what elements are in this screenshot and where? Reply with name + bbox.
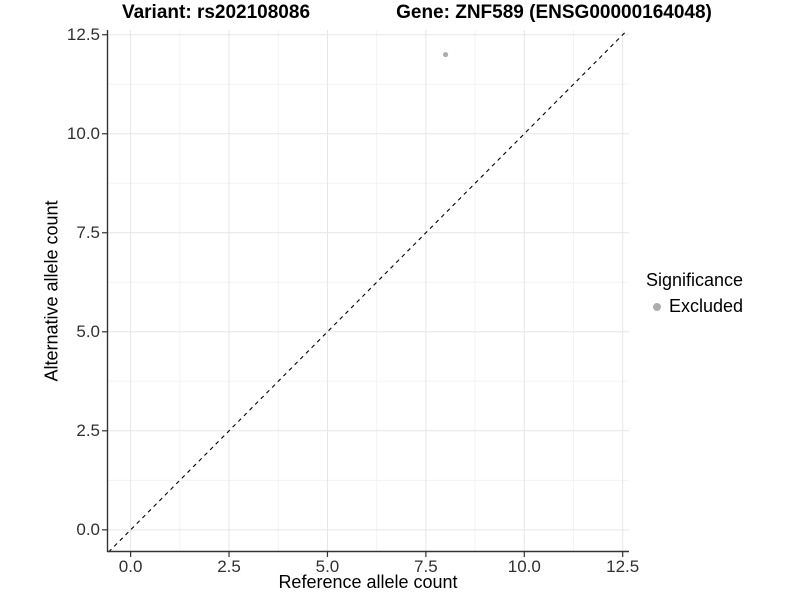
y-tick-label: 7.5: [76, 222, 100, 242]
x-tick-label: 0.0: [118, 557, 143, 576]
identity-line: [108, 29, 628, 553]
legend-marker-circle-icon: [653, 302, 661, 311]
y-tick-label: 10.0: [66, 123, 100, 143]
legend-item: Excluded: [646, 296, 743, 317]
legend-item-label: Excluded: [669, 296, 744, 316]
x-tick-label: 5.0: [315, 557, 340, 576]
y-tick-label: 5.0: [76, 321, 100, 341]
y-tick-label: 12.5: [66, 24, 100, 44]
legend-items: Excluded: [646, 296, 743, 317]
y-tick-label: 0.0: [76, 519, 100, 539]
plot-panel: [102, 29, 629, 557]
y-axis-title: Alternative allele count: [41, 200, 62, 382]
x-tick-label: 2.5: [217, 557, 241, 576]
y-tick-label: 2.5: [76, 420, 100, 440]
legend-title: Significance: [646, 270, 744, 290]
x-tick-label: 10.0: [507, 557, 541, 576]
plot-title-variant: Variant: rs202108086: [121, 2, 311, 23]
plot-canvas: [102, 29, 629, 557]
data-point: [442, 51, 449, 58]
x-axis-title: Reference allele count: [278, 572, 458, 592]
plot-title-gene: Gene: ZNF589 (ENSG00000164048): [396, 2, 712, 23]
legend: Significance Excluded: [646, 270, 743, 317]
x-tick-label: 7.5: [414, 557, 438, 576]
x-tick-label: 12.5: [606, 557, 640, 576]
